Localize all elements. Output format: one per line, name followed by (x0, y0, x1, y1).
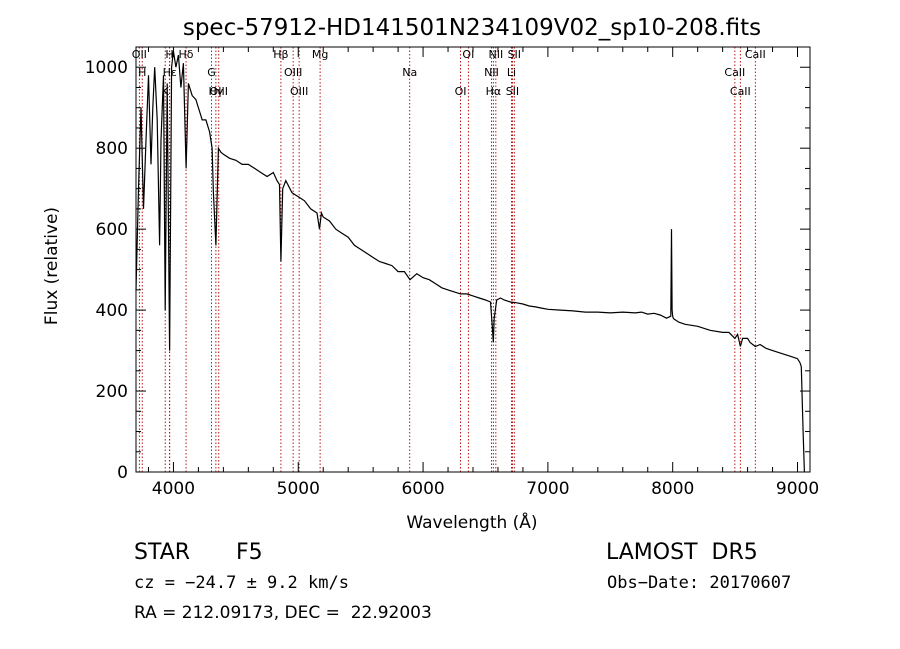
line-label: NII (488, 48, 503, 61)
x-tick-label: 4000 (152, 479, 195, 499)
line-label: Hγ (208, 85, 223, 98)
line-label: Hβ (273, 48, 288, 61)
redshift-cz: cz = −24.7 ± 9.2 km/s (134, 573, 349, 593)
line-label: H (165, 48, 173, 61)
line-label: SII (508, 48, 521, 61)
spectrum-line (135, 50, 805, 473)
y-tick-label: 600 (96, 220, 128, 240)
plot-frame (135, 46, 811, 473)
line-label: Hδ (179, 48, 194, 61)
observation-date: Obs−Date: 20170607 (607, 573, 792, 593)
line-label: CaII (730, 85, 751, 98)
line-label: Na (402, 66, 417, 79)
y-tick-label: 800 (96, 139, 128, 159)
line-label: NII (484, 66, 499, 79)
y-axis: 0 200 400 600 800 1000 (85, 58, 810, 483)
line-label: Hε (163, 66, 177, 79)
y-axis-label: Flux (relative) (42, 207, 62, 325)
y-tick-label: 0 (117, 463, 128, 483)
emission-line-markers (138, 47, 756, 472)
line-label: K (162, 85, 170, 98)
x-tick-label: 7000 (526, 479, 569, 499)
survey-name: LAMOST DR5 (606, 540, 758, 565)
line-label: OI (462, 48, 474, 61)
line-label: G (207, 66, 216, 79)
chart-title: spec-57912-HD141501N234109V02_sp10-208.f… (183, 15, 761, 41)
line-label: CaII (724, 66, 745, 79)
line-label: H (138, 66, 146, 79)
x-axis-label: Wavelength (Å) (406, 511, 537, 533)
y-tick-label: 1000 (85, 58, 128, 78)
emission-line-labels: OII H K H Hε Hγ Hδ G OIII Hβ OIII OIII Mg Na OI OI NII Hα… (132, 48, 766, 98)
line-label: SII (506, 85, 519, 98)
line-label: Li (507, 66, 516, 79)
y-tick-label: 200 (96, 382, 128, 402)
line-label: OIII (210, 85, 228, 98)
line-label: OIII (290, 85, 308, 98)
line-label: OII (132, 48, 147, 61)
object-subclass: F5 (236, 540, 263, 565)
line-label: Hα (486, 85, 502, 98)
line-label: Mg (312, 48, 328, 61)
x-tick-label: 9000 (776, 479, 819, 499)
x-tick-label: 5000 (277, 479, 320, 499)
y-tick-label: 400 (96, 301, 128, 321)
line-label: OI (455, 85, 467, 98)
x-axis: 4000 5000 6000 7000 8000 9000 (147, 47, 819, 499)
line-label: CaII (745, 48, 766, 61)
x-tick-label: 6000 (401, 479, 444, 499)
x-tick-label: 8000 (651, 479, 694, 499)
object-class: STAR (134, 540, 191, 565)
line-label: OIII (284, 66, 302, 79)
coordinates: RA = 212.09173, DEC = 22.92003 (134, 603, 432, 623)
